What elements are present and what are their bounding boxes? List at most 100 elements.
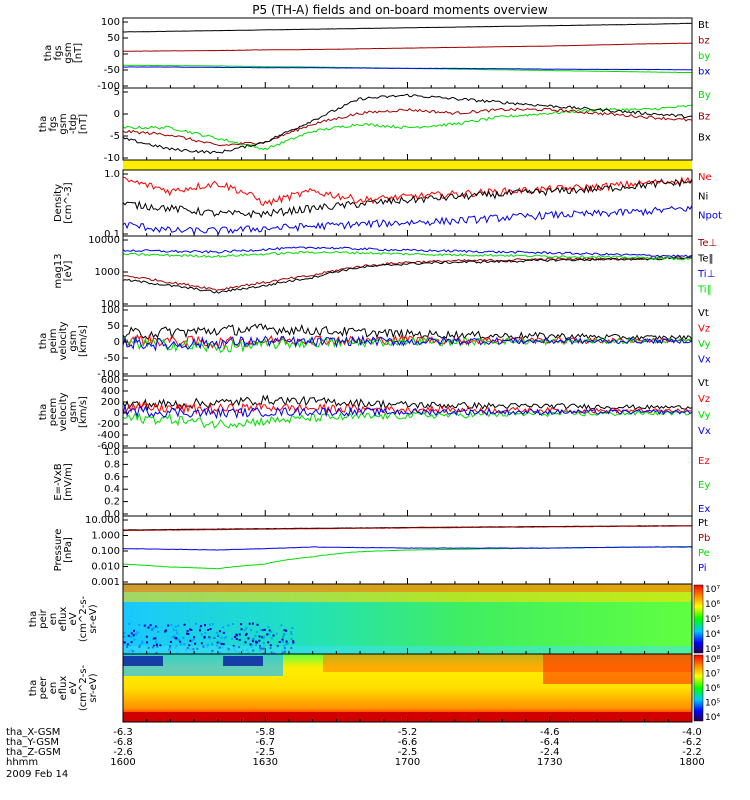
- x-tick-label: -4.0: [682, 727, 702, 738]
- panel-3: Ne Ni Npot 1.0 0.1 Density[cm^-3]: [53, 169, 722, 240]
- x-tick-label: -2.4: [540, 747, 560, 758]
- legend-Pi: Pi: [698, 563, 707, 574]
- y-tick-label: 400: [101, 386, 120, 397]
- series-line-Pb: [122, 525, 692, 532]
- y-tick-label: -200: [97, 419, 120, 430]
- y-tick-label: 0.2: [104, 497, 120, 508]
- x-tick-label: -2.5: [398, 747, 418, 758]
- y-tick-label: 600: [101, 375, 120, 386]
- x-tick-label: -2.5: [255, 747, 275, 758]
- y-axis-label: mag13[eV]: [53, 254, 74, 289]
- legend-Bz: Bz: [698, 111, 710, 122]
- y-tick-label: 5: [114, 87, 120, 98]
- series-line-Ni: [122, 178, 693, 219]
- y-tick-label: 1.0: [104, 169, 120, 180]
- y-tick-label: 100: [101, 305, 120, 316]
- colorbar-tick-label: 10⁶: [705, 600, 720, 610]
- colorbar-tick-label: 10³: [705, 645, 720, 655]
- panel-1: Bt bz by bx 100 50 0 -50 -100 thafgsgsm[nT]: [43, 17, 710, 92]
- date-label: 2009 Feb 14: [6, 769, 68, 780]
- y-axis-label: thafgsgsm-tdp[nT]: [38, 113, 89, 134]
- panel-10: 10⁸ 10⁷ 10⁶ 10⁵ 10⁴ thapeerenefluxeV(cm^2-s-s…: [28, 653, 720, 723]
- y-axis-label: thapeirenefluxeV(cm^2-s-sr-eV): [28, 595, 99, 642]
- series-line-Vt: [122, 323, 693, 341]
- legend-Pb: Pb: [698, 533, 710, 544]
- legend-Ey: Ey: [698, 480, 710, 491]
- x-row-label: tha_Y-GSM: [6, 737, 59, 748]
- legend-Pt: Pt: [698, 518, 708, 529]
- x-tick-label: -4.6: [540, 727, 560, 738]
- y-tick-label: 0: [114, 109, 120, 120]
- panel-5: Vt Vz Vy Vx 100 50 0 -50 -100 thapeimvelocitygsm[…: [38, 305, 711, 380]
- colorbar-tick-label: 10⁴: [705, 630, 720, 640]
- y-tick-label: 1.0: [104, 447, 120, 458]
- y-tick-label: 0.4: [104, 484, 120, 495]
- series-line-Ne: [122, 176, 693, 207]
- panel-frame: [122, 447, 693, 517]
- x-tick-label: -5.8: [255, 727, 275, 738]
- y-tick-label: 10000: [88, 235, 120, 246]
- colorbar-tick-label: 10⁵: [705, 699, 720, 709]
- panel-frame: [122, 235, 693, 307]
- figure-title: P5 (TH-A) fields and on-board moments ov…: [252, 3, 548, 17]
- colorbar-tick-label: 10⁵: [705, 615, 720, 625]
- panel-frame: [122, 87, 693, 161]
- colorbar-tick-label: 10⁸: [705, 655, 720, 665]
- y-tick-label: 200: [101, 397, 120, 408]
- y-tick-label: -5: [110, 131, 120, 142]
- panel-7: Ez Ey Ex 1.00.8 0.60.4 0.20.0 E=-VxB[mV/m]: [53, 447, 710, 520]
- legend-Vt: Vt: [698, 308, 709, 319]
- x-tick-label: 1600: [110, 757, 135, 768]
- colorbar-tick-label: 10⁷: [705, 585, 720, 595]
- series-line-Pi: [122, 546, 693, 551]
- y-axis-label: thapeimvelocitygsm[km/s]: [38, 321, 89, 360]
- x-row-label: hhmm: [6, 757, 38, 768]
- y-tick-label: -10: [104, 153, 120, 164]
- series-line-bz: [122, 42, 693, 52]
- y-tick-label: 0.001: [91, 577, 120, 588]
- x-tick-label: -6.6: [398, 737, 418, 748]
- panel-frame: [122, 375, 693, 449]
- series-line-Ti‖: [122, 250, 693, 261]
- panel-8: Pt Pb Pe Pi 10.000 1.000 0.100 0.010 0.001 Pressu…: [53, 515, 710, 588]
- y-tick-label: 1000: [95, 267, 120, 278]
- x-tick-label: -6.3: [113, 727, 133, 738]
- legend-Ti‖: Ti‖: [697, 285, 712, 296]
- legend-Ez: Ez: [698, 456, 710, 467]
- legend-Vy: Vy: [698, 339, 711, 350]
- y-tick-label: 50: [107, 321, 120, 332]
- panel-2: By Bz Bx 5 0 -5 -10 thafgsgsm-tdp[nT]: [38, 87, 711, 164]
- series-line-Vx: [122, 405, 693, 420]
- colorbar-tick-label: 10⁷: [705, 670, 720, 680]
- y-axis-label: thapeerenefluxeV(cm^2-s-sr-eV): [28, 664, 99, 711]
- colorbar: [693, 654, 704, 722]
- x-tick-label: 1730: [537, 757, 562, 768]
- panel-frame: [122, 17, 693, 89]
- legend-Ne: Ne: [698, 172, 712, 183]
- legend-Bt: Bt: [698, 20, 709, 31]
- y-tick-label: 1.000: [91, 531, 120, 542]
- legend-Pe: Pe: [698, 548, 710, 559]
- x-row-label: tha_Z-GSM: [6, 747, 61, 758]
- series-line-Bx: [122, 93, 693, 155]
- legend-Ni: Ni: [698, 191, 708, 202]
- y-tick-label: -50: [104, 65, 120, 76]
- series-line-Npot: [122, 205, 693, 236]
- y-axis-label: E=-VxB[mV/m]: [53, 463, 74, 501]
- series-line-Bt: [123, 22, 693, 33]
- legend-Npot: Npot: [698, 211, 722, 222]
- legend-by: by: [698, 51, 710, 62]
- legend-Ti⊥: Ti⊥: [697, 269, 715, 280]
- x-tick-label: 1630: [253, 757, 278, 768]
- y-axis-label: Density[cm^-3]: [53, 182, 74, 223]
- legend-By: By: [698, 90, 711, 101]
- y-tick-label: 0.0: [104, 509, 120, 520]
- series-line-Vz: [122, 401, 692, 416]
- y-tick-label: -400: [97, 430, 120, 441]
- y-axis-label: thapeemvelocitygsm[km/s]: [38, 392, 89, 431]
- y-tick-label: 100: [101, 17, 120, 28]
- legend-Vz: Vz: [698, 394, 710, 405]
- series-line-Vx: [122, 334, 693, 352]
- series-line-bx: [122, 66, 693, 71]
